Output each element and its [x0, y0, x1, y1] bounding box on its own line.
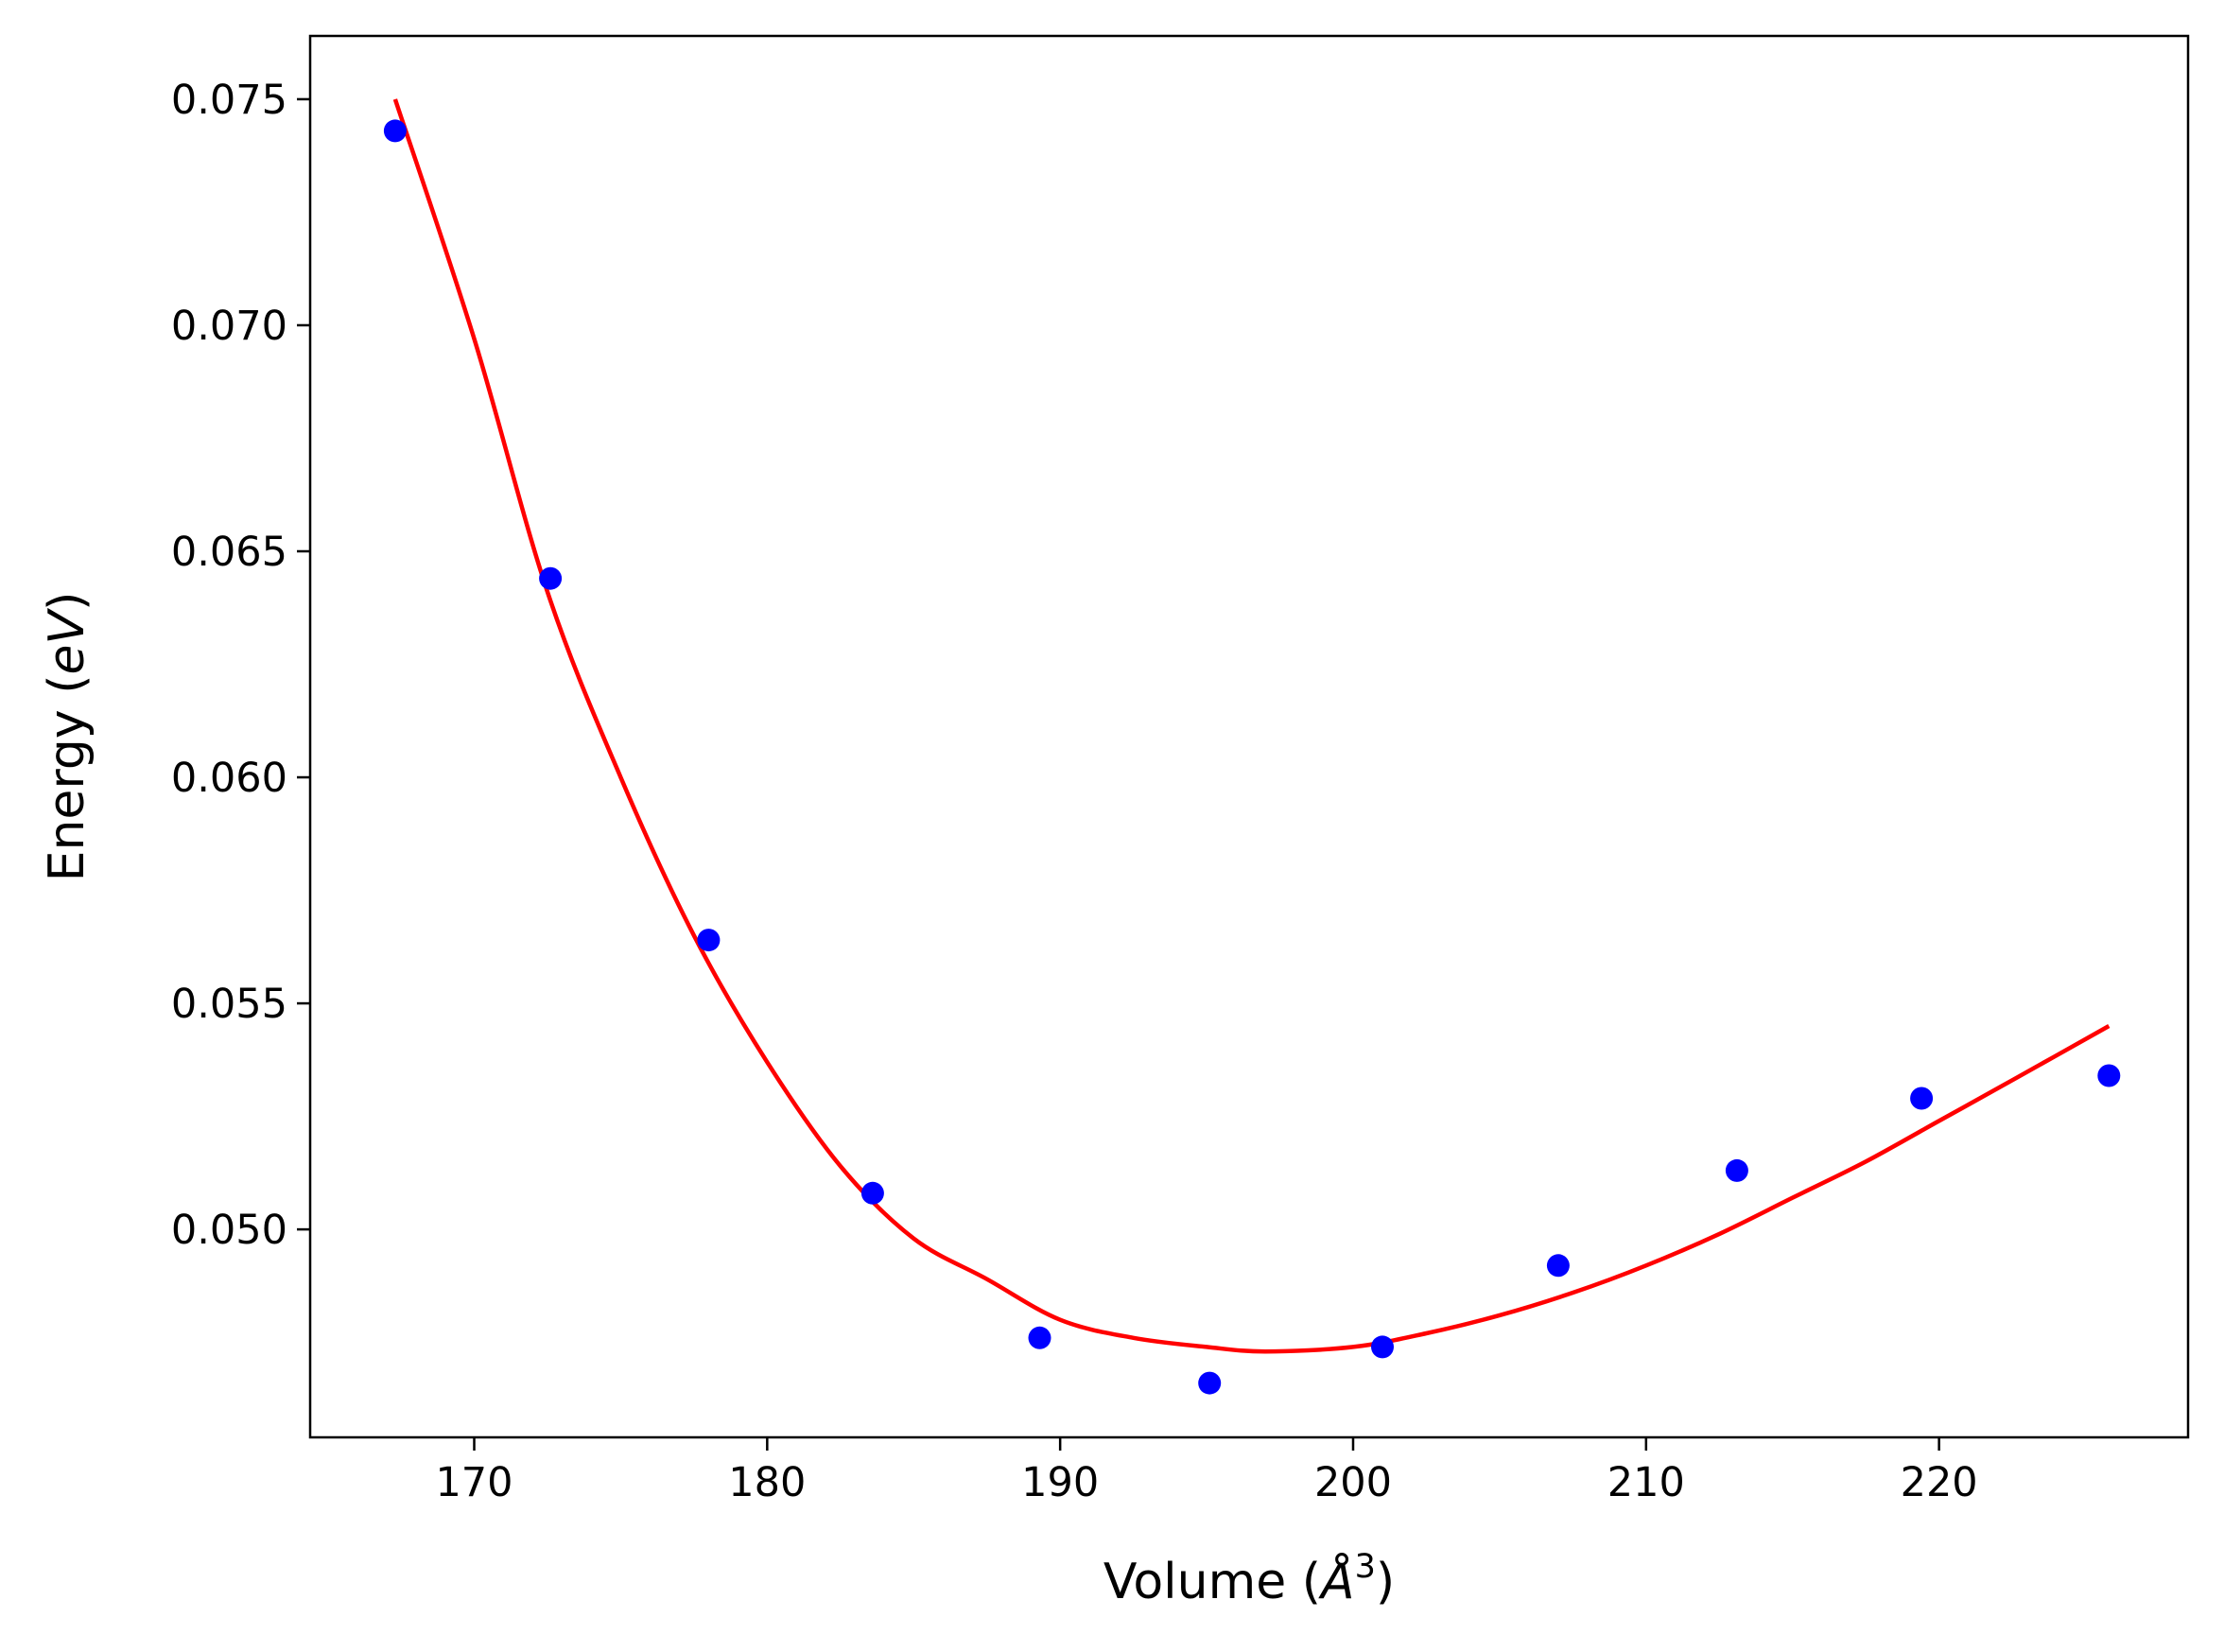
y-axis-label-prefix: Energy (	[39, 675, 96, 882]
y-axis-label-unit: eV	[39, 608, 96, 675]
data-point	[697, 929, 721, 952]
x-axis-label-unit: Å	[1318, 1552, 1355, 1610]
x-axis-label-suffix: )	[1376, 1554, 1395, 1610]
y-axis-label-suffix: )	[39, 592, 96, 611]
data-point	[1198, 1371, 1222, 1395]
data-point	[1910, 1087, 1934, 1110]
x-axis-label-superscript: 3	[1355, 1548, 1376, 1586]
x-tick-label: 180	[728, 1459, 806, 1506]
data-point	[2097, 1064, 2121, 1087]
data-point	[539, 566, 563, 590]
x-axis-label-prefix: Volume (	[1103, 1554, 1321, 1610]
x-tick-label: 170	[435, 1459, 513, 1506]
data-point	[860, 1181, 884, 1205]
x-axis-ticks: 170 180 190 200 210 220	[435, 1437, 1978, 1506]
x-tick-label: 220	[1901, 1459, 1978, 1506]
x-tick-label: 190	[1021, 1459, 1099, 1506]
fit-curve-layer	[392, 98, 2111, 1354]
y-axis-label: Energy (eV)	[39, 592, 96, 882]
y-axis-ticks: 0.050 0.055 0.060 0.065 0.070 0.075	[171, 77, 310, 1254]
data-points-layer	[383, 119, 2121, 1395]
x-tick-label: 210	[1607, 1459, 1685, 1506]
plot-background	[310, 36, 2188, 1437]
y-tick-label: 0.055	[171, 981, 287, 1028]
data-point	[1028, 1326, 1051, 1349]
y-tick-label: 0.075	[171, 77, 287, 124]
data-point	[383, 119, 407, 143]
x-axis-label: Volume (Å3)	[1103, 1548, 1395, 1610]
data-point	[1371, 1335, 1394, 1359]
x-tick-label: 200	[1314, 1459, 1392, 1506]
data-point	[1725, 1158, 1748, 1182]
y-tick-label: 0.060	[171, 755, 287, 802]
y-tick-label: 0.065	[171, 529, 287, 576]
y-tick-label: 0.050	[171, 1207, 287, 1254]
data-point	[1546, 1254, 1570, 1278]
y-tick-label: 0.070	[171, 303, 287, 350]
fit-curve	[392, 98, 2111, 1354]
plot-frame	[308, 34, 2190, 1439]
